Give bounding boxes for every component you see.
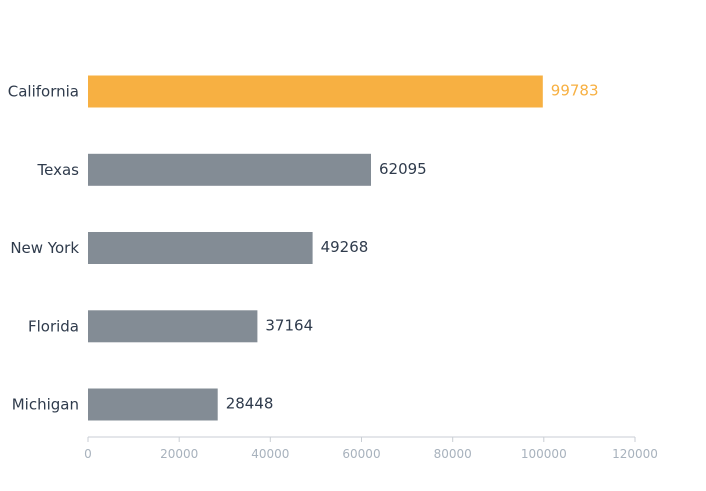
x-tick-label: 80000 [434,447,472,461]
category-label-texas: Texas [37,161,80,179]
x-tick-label: 20000 [160,447,198,461]
bars-group [88,75,543,421]
bar-michigan [88,388,218,421]
x-tick-label: 120000 [612,447,658,461]
x-axis: 0 20000 40000 60000 80000 100000 120000 [84,436,658,461]
category-label-michigan: Michigan [12,396,79,414]
value-labels: 99783 62095 49268 37164 28448 [226,82,599,413]
x-tick-label: 0 [84,447,92,461]
value-label-florida: 37164 [265,316,313,334]
bar-florida [88,310,258,343]
bar-california [88,75,543,108]
bar-texas [88,153,371,186]
category-label-california: California [8,83,79,101]
value-label-michigan: 28448 [226,395,274,413]
x-tick-label: 100000 [521,447,567,461]
bar-new-york [88,232,313,264]
category-labels: California Texas New York Florida Michigan [8,83,80,414]
category-label-florida: Florida [28,317,79,335]
value-label-california: 99783 [551,82,599,100]
value-label-texas: 62095 [379,160,427,178]
x-tick-label: 60000 [342,447,380,461]
value-label-new-york: 49268 [321,238,369,256]
category-label-new-york: New York [10,239,79,257]
x-tick-label: 40000 [251,447,289,461]
